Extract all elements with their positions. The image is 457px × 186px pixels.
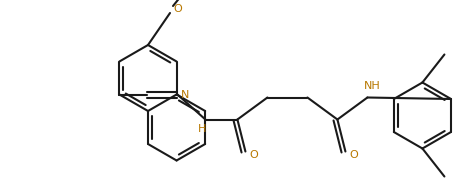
Text: O: O (249, 150, 258, 161)
Text: O: O (349, 150, 358, 161)
Text: N: N (181, 89, 190, 100)
Text: O: O (174, 4, 182, 14)
Text: NH: NH (364, 81, 381, 91)
Text: H: H (198, 124, 207, 134)
